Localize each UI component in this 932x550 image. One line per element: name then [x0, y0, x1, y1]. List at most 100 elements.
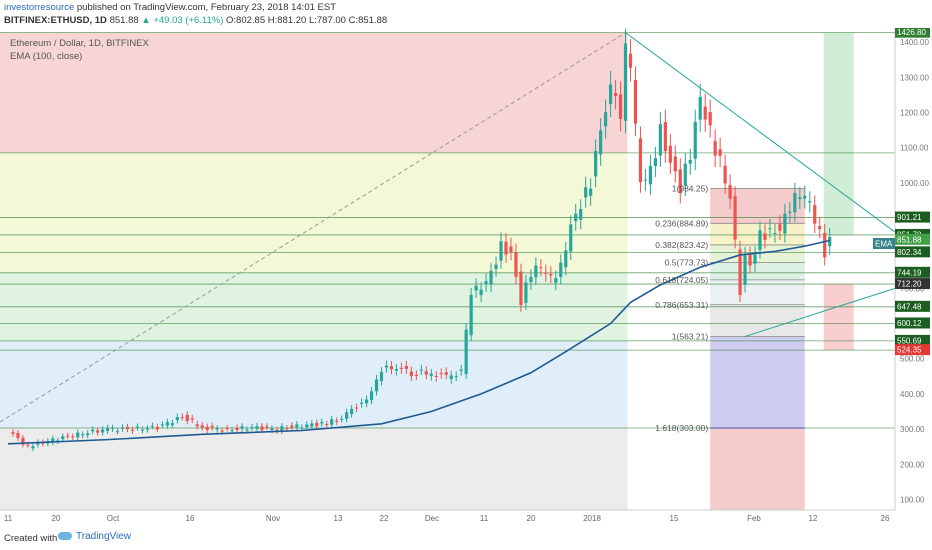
candle-body [275, 429, 279, 431]
candle-body [235, 427, 239, 431]
fib-label-7: 1.618(303.00) [655, 423, 708, 433]
fib-zone-5 [0, 340, 628, 429]
candle-body [758, 230, 762, 250]
candle-body [683, 163, 687, 186]
candle-body [335, 420, 339, 422]
author-link[interactable]: investorresource [4, 2, 75, 13]
y-tick-12: 200.00 [900, 460, 925, 469]
candle-body [439, 373, 443, 375]
candle-body [678, 169, 682, 194]
y-tick-0: 1400.00 [900, 38, 929, 47]
candle-body [723, 165, 727, 184]
candle-body [240, 426, 244, 429]
ext-zone-1 [710, 223, 805, 245]
candle-body [101, 429, 105, 433]
y-tick-13: 100.00 [900, 495, 925, 504]
candle-body [589, 188, 593, 196]
candle-body [110, 427, 115, 429]
chart-title: Ethereum / Dollar, 1D, BITFINEX [10, 38, 150, 49]
candle-body [71, 436, 75, 438]
candle-body [479, 289, 483, 295]
candle-body [245, 429, 249, 431]
candle-body [539, 267, 543, 269]
publish-info: published on TradingView.com, February 2… [76, 2, 337, 13]
candle-body [613, 92, 618, 97]
candle-body [250, 427, 254, 429]
tradingview-logo[interactable]: TradingView [58, 531, 131, 542]
close-value: C:851.88 [348, 15, 388, 26]
candle-body [305, 424, 309, 428]
candle-body [200, 425, 204, 428]
candle-body [295, 424, 299, 428]
candle-body [524, 282, 528, 303]
candle-body [534, 265, 538, 278]
candle-body [668, 145, 672, 163]
candle-body [265, 426, 269, 428]
price-label-10 [895, 334, 930, 346]
price-label-9 [895, 317, 930, 329]
ema-line [7, 239, 830, 445]
ohlc-line: BITFINEX:ETHUSD, 1D 851.88 ▲ +49.03 (+6.… [4, 15, 387, 26]
fib-label-4: 0.618(724.05) [655, 275, 708, 285]
candle-body [135, 426, 140, 428]
candle-body [325, 424, 329, 426]
candle-body [230, 430, 234, 432]
candle-body [459, 369, 463, 371]
y-tick-1: 1300.00 [900, 73, 929, 82]
candle-body [608, 84, 613, 105]
candle-body [688, 160, 692, 164]
candle-body [663, 122, 667, 152]
price-label-text-9: 600.12 [897, 319, 922, 328]
candle-body [345, 412, 349, 419]
low-value: L:787.00 [308, 15, 346, 26]
candle-body [783, 213, 787, 234]
profit-target-box [823, 32, 854, 235]
candle-body [748, 254, 752, 266]
x-tick-11: 15 [670, 514, 679, 523]
candle-body [444, 372, 448, 375]
last-price: 851.88 [109, 15, 139, 26]
ascending-trendline [744, 287, 896, 337]
x-tick-6: 22 [380, 514, 389, 523]
candle-body [91, 429, 95, 432]
candle-body [514, 252, 518, 277]
x-tick-9: 20 [527, 514, 536, 523]
candle-body [359, 402, 364, 404]
ext-zone-4 [710, 279, 805, 305]
candle-body [454, 376, 458, 378]
candle-body [713, 141, 717, 156]
price-label-text-0: 1426.80 [897, 28, 926, 37]
price-label-3 [895, 233, 930, 245]
price-label-0 [895, 28, 930, 38]
candle-body [389, 366, 394, 370]
candle-body [628, 53, 633, 68]
fib-label-2: 0.382(823.42) [655, 240, 708, 250]
candle-body [145, 428, 150, 430]
fib-zone-1 [0, 152, 628, 218]
ext-zone-6 [710, 336, 805, 429]
candle-body [280, 426, 284, 432]
candle-body [584, 187, 588, 198]
ext-zone-5 [710, 304, 805, 337]
fib-label-6: 1(563.21) [672, 331, 709, 341]
stop-loss-box [823, 284, 854, 351]
ext-zone-0 [710, 188, 805, 224]
fib-zone-0 [0, 32, 628, 153]
price-label-4 [873, 238, 895, 250]
y-tick-3: 1100.00 [900, 144, 929, 153]
price-chart[interactable]: 1(984.25) 0.236(884.89) 0.382(823.42) 0.5(7… [0, 28, 932, 528]
candle-body [61, 436, 65, 440]
candle-body [160, 424, 164, 426]
candle-body [464, 329, 468, 374]
candle-body [81, 434, 85, 436]
candle-body [618, 94, 623, 119]
candle-body [51, 438, 55, 443]
candle-body [798, 197, 802, 199]
candle-body [31, 446, 35, 449]
candle-body [489, 270, 493, 285]
candle-body [469, 295, 473, 336]
candle-body [355, 407, 359, 409]
candle-body [130, 429, 135, 431]
candle-body [215, 428, 219, 430]
candle-body [364, 399, 369, 404]
